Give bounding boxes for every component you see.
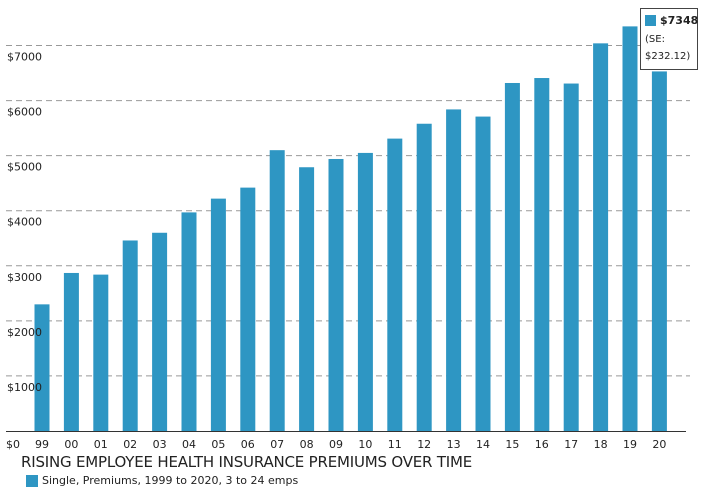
y-tick-labels: $1000 $2000 $3000 $4000 $5000 $6000 $7000 xyxy=(7,51,42,394)
x-tick-label: 19 xyxy=(623,438,637,451)
chart-title: RISING EMPLOYEE HEALTH INSURANCE PREMIUM… xyxy=(21,453,473,471)
x-tick-label: 17 xyxy=(564,438,578,451)
bar[interactable] xyxy=(34,304,50,431)
x-tick-label: 11 xyxy=(388,438,402,451)
legend-swatch xyxy=(26,474,38,487)
x-origin-label: $0 xyxy=(6,438,20,451)
bar[interactable] xyxy=(240,187,256,431)
x-tick-label: 03 xyxy=(153,438,167,451)
x-tick-label: 10 xyxy=(358,438,372,451)
y-tick-label: $5000 xyxy=(7,161,42,174)
y-tick-label: $6000 xyxy=(7,106,42,119)
x-tick-label: 07 xyxy=(270,438,284,451)
bar[interactable] xyxy=(357,152,373,432)
x-tick-label: 04 xyxy=(182,438,196,451)
bar[interactable] xyxy=(210,198,226,431)
legend-label: Single, Premiums, 1999 to 2020, 3 to 24 … xyxy=(42,474,299,487)
x-tick-label: 09 xyxy=(329,438,343,451)
x-tick-label: 14 xyxy=(476,438,490,451)
x-tick-label: 08 xyxy=(300,438,314,451)
x-tick-labels: $0 99 00 01 02 03 04 05 06 07 08 09 10 11 12 13 14 15 16 17… xyxy=(6,438,666,451)
y-tick-label: $4000 xyxy=(7,216,42,229)
bar[interactable] xyxy=(446,109,462,431)
bar[interactable] xyxy=(475,116,491,431)
x-tick-label: 18 xyxy=(594,438,608,451)
tooltip-se-label: (SE: xyxy=(645,34,665,45)
bar[interactable] xyxy=(387,138,403,431)
x-tick-label: 16 xyxy=(535,438,549,451)
x-tick-label: 01 xyxy=(94,438,108,451)
tooltip-se-value: $232.12) xyxy=(645,51,691,62)
bar[interactable] xyxy=(93,274,109,431)
x-tick-label: 13 xyxy=(447,438,461,451)
bar[interactable] xyxy=(534,78,550,432)
bar[interactable] xyxy=(63,272,79,431)
x-tick-label: 99 xyxy=(35,438,49,451)
gridlines xyxy=(6,45,690,377)
x-tick-label: 20 xyxy=(652,438,666,451)
x-tick-label: 15 xyxy=(505,438,519,451)
bars xyxy=(34,26,667,432)
legend: Single, Premiums, 1999 to 2020, 3 to 24 … xyxy=(26,474,298,487)
tooltip-value: $7348 xyxy=(660,14,699,27)
y-tick-label: $3000 xyxy=(7,271,42,284)
bar[interactable] xyxy=(152,232,168,431)
tooltip-swatch xyxy=(645,15,656,26)
bar[interactable] xyxy=(122,240,138,431)
x-tick-label: 12 xyxy=(417,438,431,451)
bar[interactable] xyxy=(416,123,432,431)
y-tick-label: $1000 xyxy=(7,381,42,394)
tooltip-header: $7348 xyxy=(645,14,698,27)
bar[interactable] xyxy=(328,158,344,431)
bar[interactable] xyxy=(299,167,315,432)
bar[interactable] xyxy=(181,212,197,431)
value-tooltip: $7348 (SE: $232.12) xyxy=(640,8,698,70)
y-tick-label: $2000 xyxy=(7,326,42,339)
x-tick-label: 00 xyxy=(64,438,78,451)
bar[interactable] xyxy=(622,26,638,432)
bar[interactable] xyxy=(269,150,285,432)
bar[interactable] xyxy=(651,71,667,432)
bar[interactable] xyxy=(504,82,520,431)
y-tick-label: $7000 xyxy=(7,51,42,64)
x-tick-label: 06 xyxy=(241,438,255,451)
x-tick-label: 02 xyxy=(123,438,137,451)
bar[interactable] xyxy=(563,83,579,432)
x-tick-label: 05 xyxy=(211,438,225,451)
bar[interactable] xyxy=(593,43,609,431)
